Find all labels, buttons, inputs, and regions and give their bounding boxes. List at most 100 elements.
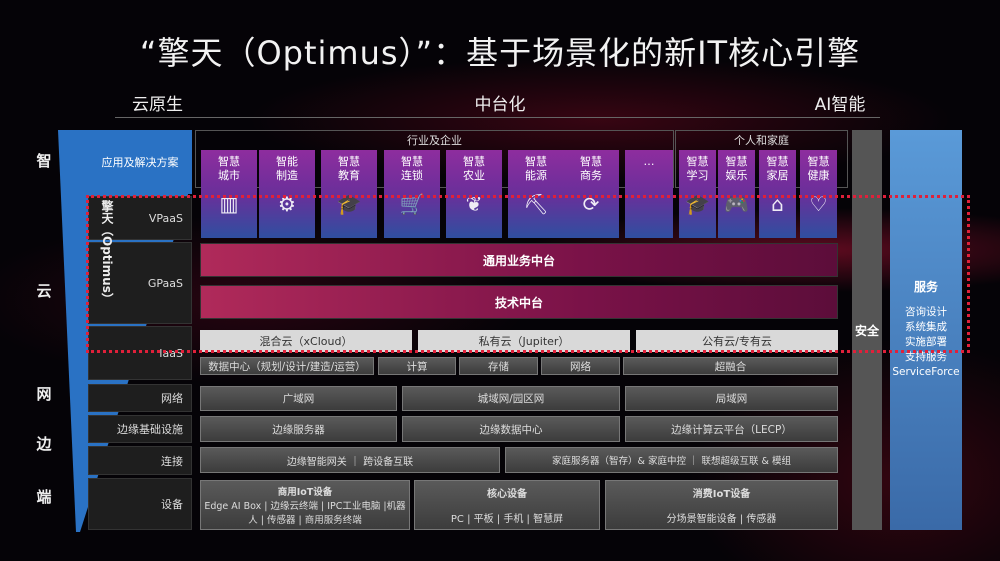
tile-label: 商务 [580, 169, 602, 182]
tile-label: 智慧 [401, 155, 423, 168]
hybrid-cloud: 混合云（xCloud） [200, 330, 412, 352]
side-label-yun: 云 [36, 282, 52, 300]
tile-label: 智慧 [807, 155, 830, 168]
tile-label: … [643, 155, 655, 168]
solution-tile: 智慧 农业 ❦ [446, 150, 502, 238]
tile-label: 智慧 [525, 155, 547, 168]
tile-label: 智慧 [725, 155, 748, 168]
service-title: 服务 [913, 280, 938, 294]
solution-tile: 智慧 家居 ⌂ [759, 150, 796, 238]
column-header-middle-platform: 中台化 [200, 90, 800, 118]
mine-cart-icon: ⛏ [523, 192, 549, 216]
business-icon: ⟳ [582, 192, 600, 216]
tile-label: 智慧 [766, 155, 789, 168]
solution-tile: 智慧 娱乐 🎮 [718, 150, 755, 238]
solution-tile: 智慧 城市 ▥ [201, 150, 257, 238]
storage: 存储 [459, 357, 538, 375]
core-devices-title: 核心设备 [487, 489, 527, 500]
service-item: 支持服务 [905, 351, 947, 363]
tile-label: 能源 [525, 169, 547, 182]
smart-home-icon: ⌂ [771, 192, 784, 216]
side-label-wang: 网 [36, 385, 52, 403]
service-item: 系统集成 [905, 321, 947, 333]
row-label-gpaas: GPaaS [88, 242, 192, 324]
tile-label: 智慧 [686, 155, 709, 168]
row-label-edge: 边缘基础设施 [88, 415, 192, 443]
learning-icon: 🎓 [685, 192, 710, 216]
solution-tile: 智慧 能源 ⛏ [508, 150, 564, 238]
row-label-device: 设备 [88, 478, 192, 530]
page-title: “擎天（Optimus）”：基于场景化的新IT核心引擎 [139, 34, 861, 72]
shopping-cart-icon: 🛒 [399, 192, 425, 216]
apps-label: 应用及解决方案 [88, 130, 192, 194]
tile-label: 农业 [463, 169, 485, 182]
solution-tile: 智慧 学习 🎓 [679, 150, 716, 238]
service-item: 实施部署 [905, 336, 947, 348]
tile-label: 健康 [807, 169, 830, 182]
row-label-network: 网络 [88, 384, 192, 412]
commercial-iot: 商用IoT设备 Edge AI Box | 边缘云终端 | IPC工业电脑 |机器… [200, 480, 410, 530]
private-cloud: 私有云（Jupiter） [418, 330, 630, 352]
personal-group-label: 个人和家庭 [734, 134, 789, 147]
industry-group-label: 行业及企业 [407, 134, 462, 147]
hyperconverged: 超融合 [623, 357, 838, 375]
core-devices-body: PC | 平板 | 手机 | 智慧屏 [450, 514, 564, 525]
solution-tile: 智慧 商务 ⟳ [563, 150, 619, 238]
service-item: 咨询设计 [905, 306, 947, 318]
side-label-duan: 端 [36, 488, 52, 506]
column-header-ai: AI智能 [800, 90, 880, 118]
optimus-vertical-label: 擎天（Optimus） [100, 200, 114, 305]
row-label-connect: 连接 [88, 446, 192, 475]
solution-tile: … [625, 150, 673, 238]
city-icon: ▥ [219, 192, 239, 216]
tile-label: 智慧 [218, 155, 240, 168]
plant-icon: ❦ [465, 192, 483, 216]
commercial-iot-body: Edge AI Box | 边缘云终端 | IPC工业电脑 |机器人 | 传感器… [204, 501, 406, 526]
tile-label: 智慧 [580, 155, 602, 168]
tile-label: 制造 [276, 169, 298, 182]
graduation-cap-icon: 🎓 [336, 192, 362, 216]
side-label-bian: 边 [36, 435, 52, 453]
public-cloud: 公有云/专有云 [636, 330, 838, 352]
data-center: 数据中心（规划/设计/建造/运营） [200, 357, 374, 375]
general-business-platform: 通用业务中台 [200, 243, 838, 277]
consumer-iot: 消费IoT设备分场景智能设备 | 传感器 [605, 480, 838, 530]
heart-icon: ♡ [809, 192, 828, 216]
solution-tile: 智能 制造 ⚙ [259, 150, 315, 238]
compute: 计算 [378, 357, 456, 375]
tile-label: 学习 [686, 169, 709, 182]
gamepad-icon: 🎮 [724, 192, 749, 216]
edge-server: 边缘服务器 [200, 416, 397, 442]
edge-datacenter: 边缘数据中心 [402, 416, 620, 442]
row-label-iaas: IaaS [88, 326, 192, 380]
core-devices: 核心设备 PC | 平板 | 手机 | 智慧屏 [414, 480, 600, 530]
lan: 局域网 [625, 386, 838, 411]
tile-label: 家居 [766, 169, 789, 182]
commercial-iot-title: 商用IoT设备 [277, 487, 333, 498]
solution-tile: 智慧 连锁 🛒 [384, 150, 440, 238]
service-item: ServiceForce [892, 366, 960, 378]
consumer-iot-body: 分场景智能设备 | 传感器 [666, 514, 777, 525]
solution-tile: 智慧 健康 ♡ [800, 150, 837, 238]
row-label-vpaas: VPaaS [88, 196, 192, 240]
home-server: 家庭服务器（智存）& 家庭中控 ｜ 联想超级互联 & 模组 [505, 447, 838, 473]
column-header-cloud-native: 云原生 [115, 90, 200, 118]
tile-label: 智慧 [338, 155, 360, 168]
tile-label: 智能 [276, 155, 298, 168]
solution-tile: 智慧 教育 🎓 [321, 150, 377, 238]
edge-cloud-platform: 边缘计算云平台（LECP） [625, 416, 838, 442]
consumer-iot-title: 消费IoT设备 [692, 489, 751, 500]
edge-gateway: 边缘智能网关 ｜ 跨设备互联 [200, 447, 500, 473]
tile-label: 连锁 [401, 169, 423, 182]
optimus-dotted-outline [86, 195, 970, 353]
tech-platform: 技术中台 [200, 285, 838, 319]
brain-gear-icon: ⚙ [278, 192, 296, 216]
wan: 广域网 [200, 386, 397, 411]
tile-label: 教育 [338, 169, 360, 182]
infra-network: 网络 [541, 357, 620, 375]
side-label-zhi: 智 [36, 152, 52, 170]
man-campus: 城域网/园区网 [402, 386, 620, 411]
tile-label: 城市 [218, 169, 240, 182]
tile-label: 娱乐 [725, 169, 748, 182]
tile-label: 智慧 [463, 155, 485, 168]
